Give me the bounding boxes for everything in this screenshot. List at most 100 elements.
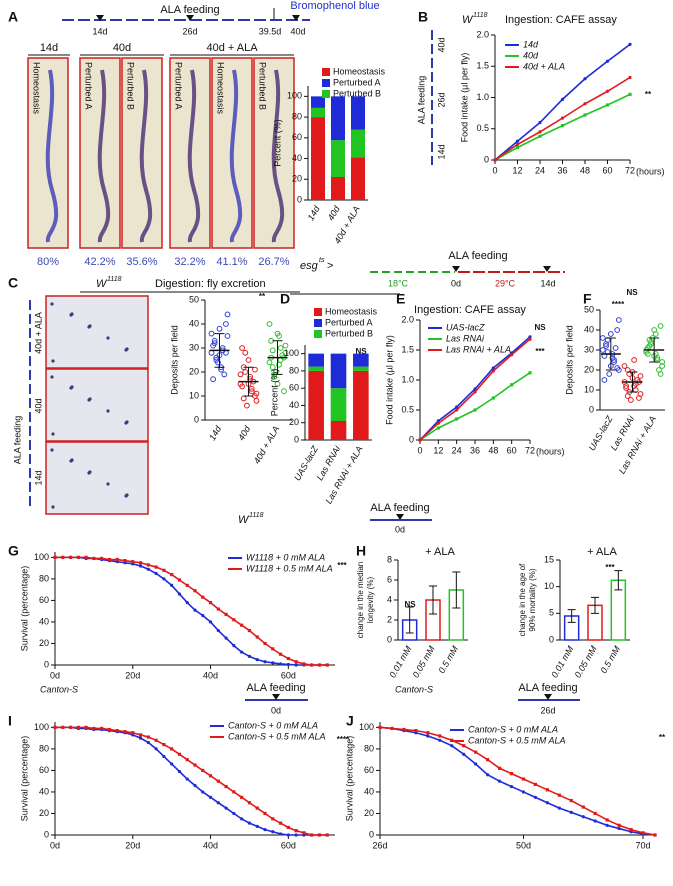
y-axis-title: 90% mortality (%) xyxy=(528,568,537,631)
point xyxy=(193,608,197,612)
genotype-sup: 1118 xyxy=(107,276,122,283)
panel-title: Digestion: fly excretion xyxy=(155,278,266,290)
y-tick-label: 60 xyxy=(292,132,302,142)
feeding-label: ALA feeding xyxy=(160,4,219,16)
y-tick-label: 60 xyxy=(364,765,374,775)
timeline-marker xyxy=(272,694,280,700)
y-axis-title: Percent (%) xyxy=(269,369,279,417)
y-tick-label: 10 xyxy=(189,390,199,400)
bar-segment xyxy=(308,366,324,371)
point xyxy=(138,561,143,565)
point xyxy=(177,769,182,774)
y-tick-label: 80 xyxy=(39,573,49,583)
error-bar xyxy=(429,585,437,615)
point xyxy=(659,359,666,365)
panel-label: A xyxy=(8,9,18,25)
deposit xyxy=(50,448,54,452)
y-tick-label: 80 xyxy=(289,365,299,375)
timeline-tick: 14d xyxy=(436,144,446,159)
y-axis-title: Food intake (µl per fly) xyxy=(384,335,394,425)
point xyxy=(615,317,622,323)
point xyxy=(281,388,287,395)
y-tick-label: 40 xyxy=(364,786,374,796)
point xyxy=(221,371,228,378)
y-tick-label: 40 xyxy=(39,616,49,626)
point xyxy=(276,361,283,368)
point xyxy=(245,357,252,363)
point xyxy=(294,660,298,664)
timeline-tick: 39.5d xyxy=(259,26,282,36)
legend-label: UAS-lacZ xyxy=(446,322,485,332)
point xyxy=(557,806,561,810)
point xyxy=(107,557,112,562)
y-tick-label: 0 xyxy=(194,414,199,424)
point xyxy=(248,385,255,392)
point xyxy=(232,811,236,816)
series-line xyxy=(55,556,328,666)
point xyxy=(255,635,259,639)
bar-segment xyxy=(353,353,369,367)
y-tick-label: 0.5 xyxy=(401,404,414,414)
y-tick-label: 40 xyxy=(289,400,299,410)
point xyxy=(162,743,166,747)
timeline-tick: 26d xyxy=(436,92,446,107)
image-label: Perturbed B xyxy=(126,62,136,110)
legend-swatch xyxy=(314,308,322,316)
point xyxy=(426,734,430,738)
point xyxy=(208,620,213,624)
point xyxy=(170,747,174,751)
x-tick-label: 0.05 mM xyxy=(411,644,437,680)
y-tick-label: 8 xyxy=(387,554,392,564)
point xyxy=(533,782,538,787)
annotation: ** xyxy=(659,733,666,742)
timeline-marker xyxy=(396,514,404,520)
point xyxy=(266,321,273,327)
point xyxy=(240,817,244,821)
point xyxy=(603,341,609,347)
point xyxy=(533,795,538,799)
point xyxy=(593,811,597,816)
image-label: 14d xyxy=(33,470,43,485)
point xyxy=(605,818,609,822)
legend-label: 14d xyxy=(523,39,539,49)
timeline-marker xyxy=(544,694,552,700)
point xyxy=(193,763,197,767)
point xyxy=(216,607,220,611)
percent-label: 32.2% xyxy=(174,256,205,268)
x-tick-label: 50d xyxy=(516,840,531,850)
bar-segment xyxy=(351,157,365,200)
point xyxy=(208,330,215,337)
point xyxy=(302,831,306,835)
point xyxy=(510,353,514,357)
point xyxy=(657,371,664,377)
deposit xyxy=(106,409,110,413)
image-label: Perturbed A xyxy=(174,62,184,110)
y-tick-label: 1.5 xyxy=(476,61,489,71)
point xyxy=(216,801,220,805)
point xyxy=(269,347,276,354)
point xyxy=(599,335,606,341)
point xyxy=(510,383,514,387)
point xyxy=(462,752,466,756)
y-tick-label: 0 xyxy=(484,154,489,164)
point xyxy=(629,828,633,832)
y-axis-title: Survival (percentage) xyxy=(19,566,29,652)
photo xyxy=(79,57,121,249)
x-tick-label: 40d xyxy=(326,203,343,222)
point xyxy=(628,397,634,403)
legend-label: W1118 + 0 mM ALA xyxy=(246,552,325,562)
legend-label: Perturbed A xyxy=(333,77,381,87)
group-label: 40d xyxy=(113,42,131,54)
x-tick-label: 0 xyxy=(492,165,497,175)
y-tick-label: 20 xyxy=(292,174,302,184)
point xyxy=(583,113,587,117)
timeline-tick: 0d xyxy=(271,705,281,715)
point xyxy=(636,395,642,401)
y-tick-label: 50 xyxy=(584,304,594,314)
series-line xyxy=(419,372,531,441)
annotation: NS xyxy=(355,347,367,356)
chart-title: Ingestion: CAFE assay xyxy=(414,304,526,316)
point xyxy=(557,793,561,797)
legend-swatch xyxy=(314,319,322,327)
point xyxy=(486,758,490,762)
